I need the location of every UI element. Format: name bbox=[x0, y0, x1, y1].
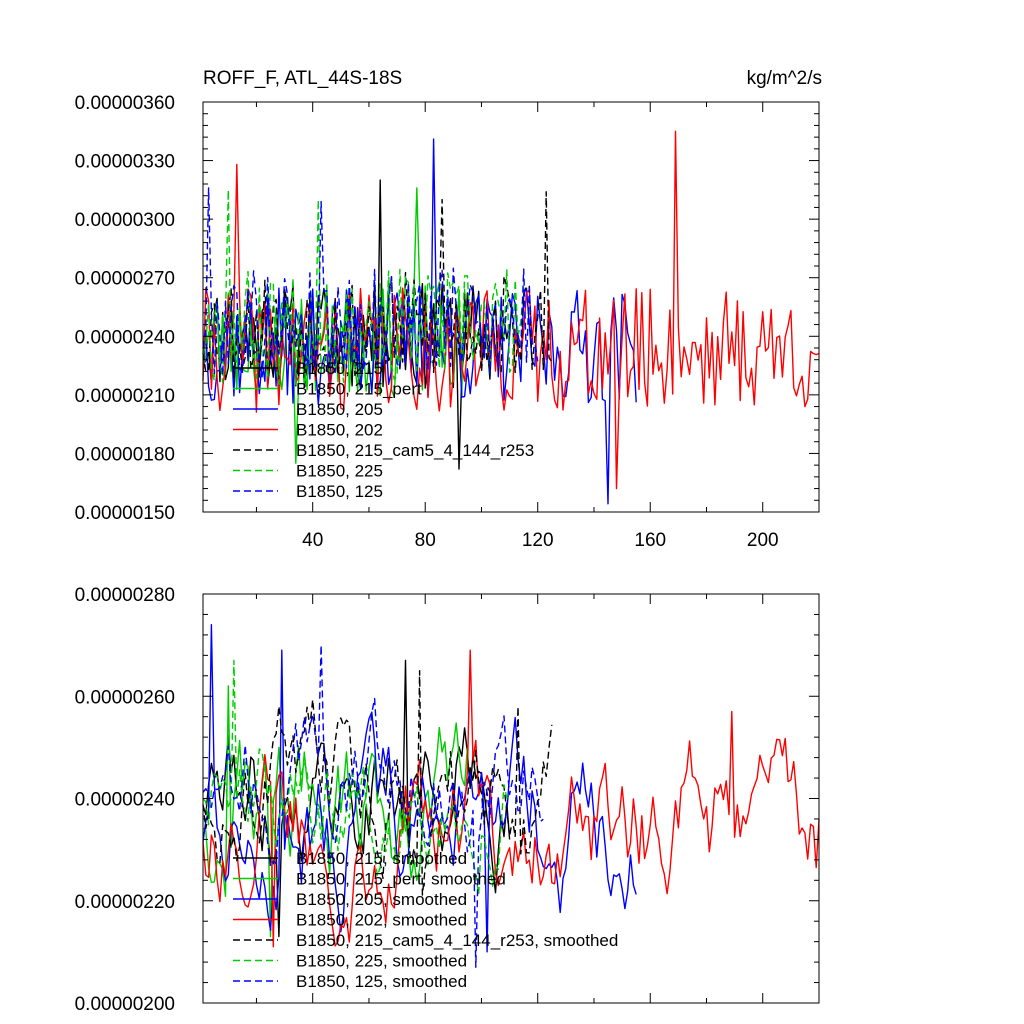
top-y-tick-label: 0.00000240 bbox=[75, 327, 175, 348]
bottom-y-tick-label: 0.00000220 bbox=[75, 892, 175, 913]
bottom-legend-label: B1850, 225, smoothed bbox=[296, 952, 467, 971]
bottom-series-line-4 bbox=[202, 649, 820, 948]
bottom-y-tick-label: 0.00000280 bbox=[75, 585, 175, 606]
top-legend-label: B1850, 215_cam5_4_144_r253 bbox=[296, 441, 534, 460]
top-series-line-6 bbox=[202, 189, 525, 386]
top-y-tick-label: 0.00000300 bbox=[75, 210, 175, 231]
bottom-legend-label: B1850, 205, smoothed bbox=[296, 890, 467, 909]
top-x-tick-label: 120 bbox=[522, 530, 554, 551]
bottom-panel: 0.00000200 0.00000220 0.00000240 0.00000260… bbox=[75, 585, 820, 1015]
bottom-series-line-2 bbox=[202, 685, 469, 938]
top-legend-label: B1850, 215_pert bbox=[296, 380, 422, 399]
bottom-panel-ticks: 0.00000200 0.00000220 0.00000240 0.00000260… bbox=[75, 585, 820, 1015]
bottom-legend-label: B1850, 202, smoothed bbox=[296, 911, 467, 930]
bottom-y-tick-label: 0.00000240 bbox=[75, 790, 175, 811]
top-y-tick-label: 0.00000270 bbox=[75, 269, 175, 290]
bottom-legend-label: B1850, 215_cam5_4_144_r253, smoothed bbox=[296, 931, 618, 950]
bottom-y-tick-label: 0.00000200 bbox=[75, 994, 175, 1015]
bottom-series-line-6 bbox=[202, 659, 511, 896]
top-legend-label: B1850, 202 bbox=[296, 421, 383, 440]
top-panel: ROFF_F, ATL_44S-18S kg/m^2/s 0.000001500… bbox=[75, 68, 822, 551]
top-x-tick-label: 200 bbox=[747, 530, 779, 551]
top-series-line-4 bbox=[202, 130, 820, 490]
bottom-legend-label: B1850, 125, smoothed bbox=[296, 972, 467, 991]
top-y-tick-label: 0.00000150 bbox=[75, 503, 175, 524]
top-y-tick-label: 0.00000330 bbox=[75, 152, 175, 173]
bottom-series-line-7 bbox=[202, 644, 544, 968]
bottom-series-line-5 bbox=[202, 670, 553, 896]
top-legend-label: B1850, 215 bbox=[296, 359, 383, 378]
top-panel-frame bbox=[202, 101, 820, 513]
bottom-legend-label: B1850, 215, smoothed bbox=[296, 849, 467, 868]
bottom-panel-series bbox=[202, 624, 820, 968]
top-panel-units: kg/m^2/s bbox=[747, 68, 822, 89]
top-x-tick-label: 80 bbox=[415, 530, 436, 551]
top-legend-label: B1850, 205 bbox=[296, 400, 383, 419]
top-panel-title: ROFF_F, ATL_44S-18S bbox=[203, 68, 402, 89]
bottom-legend-label: B1850, 215_pert, smoothed bbox=[296, 870, 506, 889]
top-legend-label: B1850, 125 bbox=[296, 482, 383, 501]
top-x-tick-label: 160 bbox=[634, 530, 666, 551]
top-legend-label: B1850, 225 bbox=[296, 462, 383, 481]
bottom-panel-legend: B1850, 215, smoothed B1850, 215_pert, smo… bbox=[233, 849, 618, 991]
bottom-y-tick-label: 0.00000260 bbox=[75, 687, 175, 708]
top-y-tick-label: 0.00000360 bbox=[75, 93, 175, 114]
top-series-line-7 bbox=[202, 187, 539, 378]
top-panel-ticks: 0.00000150 0.00000180 0.00000210 0.00000240… bbox=[75, 93, 820, 551]
top-x-tick-label: 40 bbox=[302, 530, 323, 551]
top-y-tick-label: 0.00000210 bbox=[75, 386, 175, 407]
top-y-tick-label: 0.00000180 bbox=[75, 444, 175, 465]
